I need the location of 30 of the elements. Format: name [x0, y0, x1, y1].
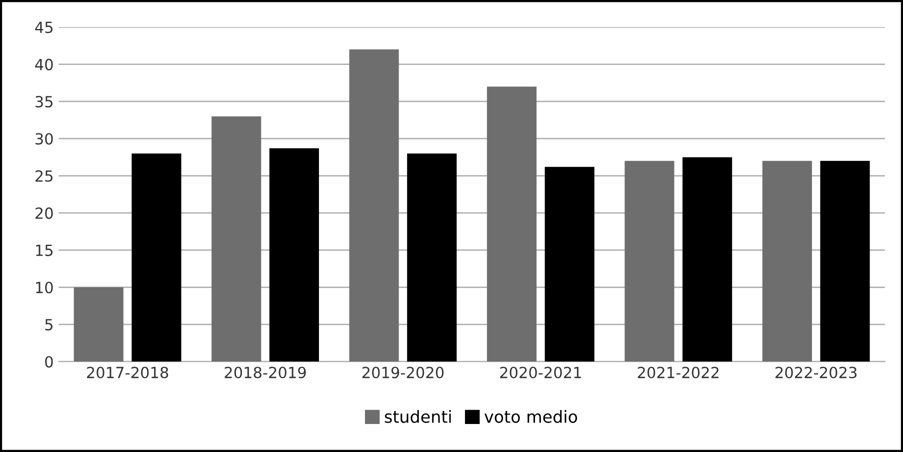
bar [762, 160, 812, 362]
x-tick-label: 2017-2018 [87, 366, 168, 378]
y-tick-label: 30 [36, 133, 53, 145]
y-tick-label: 35 [36, 96, 52, 108]
x-tick-label: 2022-2023 [776, 366, 856, 378]
x-tick-label: 2021-2022 [638, 366, 718, 378]
y-tick-label: 45 [35, 22, 52, 34]
y-tick-label: 20 [36, 207, 53, 219]
y-tick-label: 25 [36, 170, 52, 182]
legend-label: voto medio [484, 410, 578, 423]
y-tick-label: 0 [45, 356, 53, 368]
y-tick-label: 10 [36, 282, 53, 294]
bar [682, 157, 732, 362]
y-tick-label: 40 [35, 58, 53, 70]
x-tick-label: 2020-2021 [500, 366, 581, 378]
legend-label: studenti [384, 410, 451, 423]
y-tick-label: 5 [45, 319, 52, 330]
bar [74, 287, 124, 362]
bar [269, 148, 319, 362]
bar [820, 160, 870, 362]
bar [132, 153, 182, 362]
bar [544, 166, 594, 362]
bar [407, 153, 457, 362]
bar [624, 160, 674, 362]
x-tick-label: 2019-2020 [362, 366, 444, 378]
x-tick-label: 2018-2019 [224, 366, 306, 378]
bar [486, 86, 537, 362]
y-tick-label: 15 [36, 244, 52, 256]
bar [212, 116, 262, 362]
bar [349, 49, 399, 362]
